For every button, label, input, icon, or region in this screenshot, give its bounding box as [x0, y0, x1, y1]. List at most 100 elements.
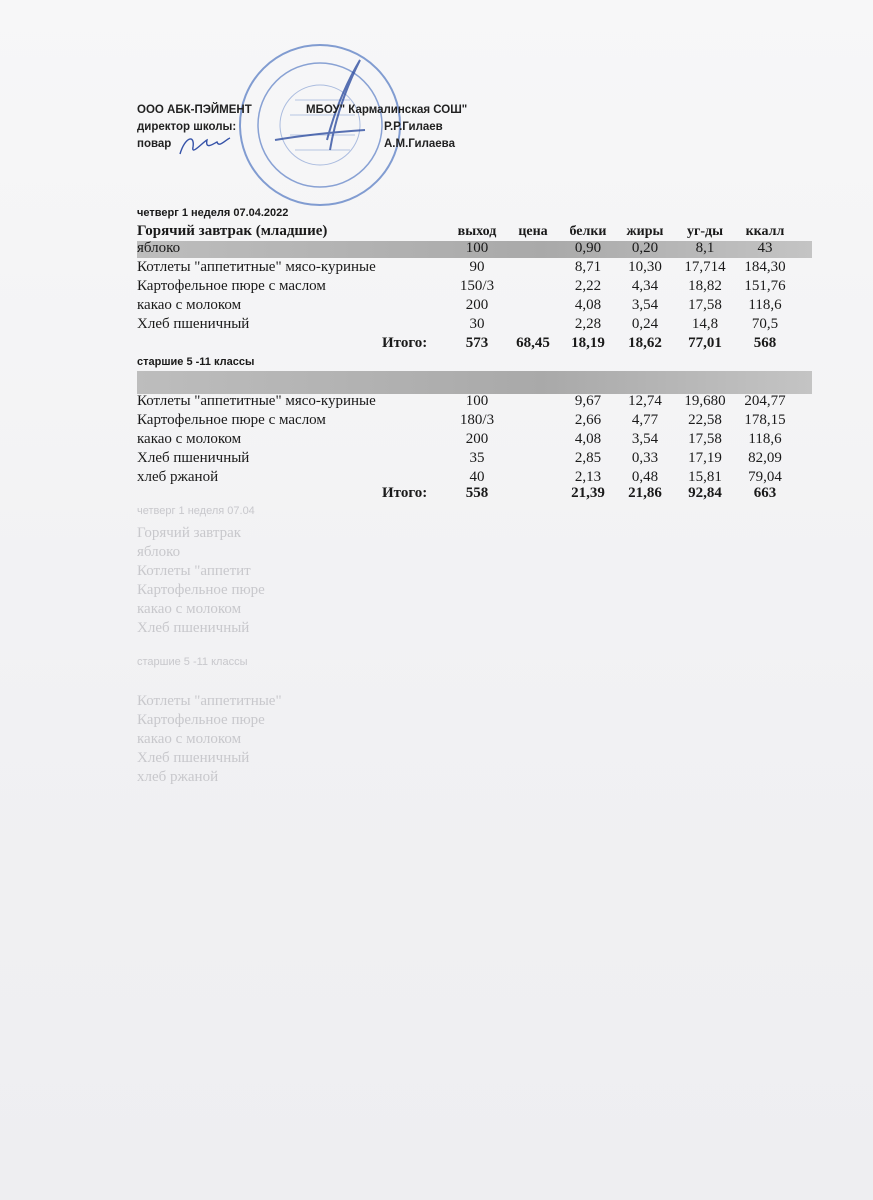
cell-carb: 77,01	[688, 335, 722, 351]
cell-carb: 15,81	[688, 469, 722, 485]
cook-label: повар	[137, 138, 172, 150]
dish-name: Котлеты "аппетитные" мясо-куриные	[137, 259, 376, 275]
faded-offset-text: Котлеты "аппетитные"	[137, 693, 282, 709]
cell-carb: 14,8	[691, 316, 719, 332]
cell-kcal: 663	[753, 485, 777, 501]
dish-name: хлеб ржаной	[137, 469, 219, 485]
cell-kcal: 118,6	[748, 431, 782, 447]
cell-kcal: 151,76	[744, 278, 786, 294]
cell-prot: 4,08	[574, 297, 602, 313]
cell-out: 200	[465, 297, 489, 313]
cell-carb: 17,58	[688, 297, 722, 313]
dish-name: какао с молоком	[137, 297, 242, 313]
faded-offset-text: старшие 5 -11 классы	[137, 656, 248, 668]
cell-kcal: 82,09	[748, 450, 782, 466]
cell-out: 558	[465, 485, 489, 501]
cell-out: 100	[465, 393, 489, 409]
cell-prot: 4,08	[574, 431, 602, 447]
cell-kcal: 70,5	[751, 316, 779, 332]
cell-fat: 12,74	[628, 393, 662, 409]
table-row: какао с молоком 200 4,08 3,54 17,58 118,6	[137, 297, 797, 315]
highlight-band	[137, 241, 812, 258]
cell-fat: 4,77	[631, 412, 659, 428]
cell-carb: 17,714	[684, 259, 726, 275]
cell-out: 30	[469, 316, 485, 332]
col-fat: жиры	[626, 224, 664, 239]
cell-out: 150/3	[459, 278, 495, 294]
cell-kcal: 184,30	[744, 259, 786, 275]
cell-prot: 2,66	[574, 412, 602, 428]
school-stamp-seal	[239, 44, 401, 206]
school-name: МБОУ" Кармалинская СОШ"	[306, 104, 468, 116]
cell-prot: 2,28	[574, 316, 602, 332]
faded-offset-text: какао с молоком	[137, 731, 242, 747]
faded-offset-text: какао с молоком	[137, 601, 242, 617]
total-row: Итого: 573 68,45 18,19 18,62 77,01 568	[137, 335, 797, 353]
director-label: директор школы:	[137, 121, 237, 133]
total-label: Итого:	[382, 485, 428, 501]
dish-name: Картофельное пюре с маслом	[137, 278, 326, 294]
table-row: Картофельное пюре с маслом 150/3 2,22 4,34 1…	[137, 278, 797, 296]
cell-out: 35	[469, 450, 485, 466]
table-row: Хлеб пшеничный 35 2,85 0,33 17,19 82,09	[137, 450, 797, 468]
faded-offset-text: яблоко	[137, 544, 181, 560]
cell-prot: 21,39	[571, 485, 605, 501]
cell-prot: 18,19	[571, 335, 605, 351]
table-row: хлеб ржаной 40 2,13 0,48 15,81 79,04	[137, 469, 797, 487]
cell-prot: 2,85	[574, 450, 602, 466]
faded-offset-text: Картофельное пюре	[137, 712, 265, 728]
col-output: выход	[457, 224, 497, 239]
junior-title: Горячий завтрак (младшие)	[137, 223, 328, 239]
cell-out: 40	[469, 469, 485, 485]
cell-price: 68,45	[516, 335, 550, 351]
cell-fat: 3,54	[631, 297, 659, 313]
col-kcal: ккалл	[745, 224, 785, 239]
faded-offset-text: четверг 1 неделя 07.04	[137, 505, 255, 517]
cell-carb: 92,84	[688, 485, 722, 501]
cell-fat: 3,54	[631, 431, 659, 447]
date-line: четверг 1 неделя 07.04.2022	[137, 207, 289, 219]
faded-offset-text: Горячий завтрак	[137, 525, 242, 541]
cell-kcal: 204,77	[744, 393, 786, 409]
table-row: яблоко 100 0,90 0,20 8,1 43	[137, 240, 797, 258]
cell-prot: 2,13	[574, 469, 602, 485]
cell-fat: 4,34	[631, 278, 659, 294]
table-row: Хлеб пшеничный 30 2,28 0,24 14,8 70,5	[137, 316, 797, 334]
dish-name: Хлеб пшеничный	[137, 316, 250, 332]
cell-out: 90	[469, 259, 485, 275]
cell-out: 573	[465, 335, 489, 351]
faded-offset-text: Картофельное пюре	[137, 582, 265, 598]
dish-name: Картофельное пюре с маслом	[137, 412, 326, 428]
cell-fat: 21,86	[628, 485, 662, 501]
cell-carb: 22,58	[688, 412, 722, 428]
senior-title: старшие 5 -11 классы	[137, 356, 255, 368]
cell-prot: 9,67	[574, 393, 602, 409]
cell-carb: 19,680	[684, 393, 726, 409]
cell-carb: 17,58	[688, 431, 722, 447]
col-price: цена	[518, 224, 548, 239]
dish-name: яблоко	[137, 240, 181, 256]
dish-name: Хлеб пшеничный	[137, 450, 250, 466]
cell-carb: 18,82	[688, 278, 722, 294]
table-row: Картофельное пюре с маслом 180/3 2,66 4,77 2…	[137, 412, 797, 430]
faded-offset-text: хлеб ржаной	[137, 769, 219, 785]
cell-prot: 2,22	[574, 278, 602, 294]
table-row: какао с молоком 200 4,08 3,54 17,58 118,6	[137, 431, 797, 449]
dish-name: Котлеты "аппетитные" мясо-куриные	[137, 393, 376, 409]
cell-fat: 0,48	[631, 469, 659, 485]
cell-prot: 8,71	[574, 259, 602, 275]
cell-fat: 18,62	[628, 335, 662, 351]
cell-kcal: 43	[757, 240, 773, 256]
cook-signature	[179, 137, 231, 155]
cook-name: А.М.Гилаева	[384, 138, 455, 150]
cell-out: 100	[465, 240, 489, 256]
total-row: Итого: 558 21,39 21,86 92,84 663	[137, 485, 797, 503]
cell-out: 180/3	[459, 412, 495, 428]
cell-fat: 0,33	[631, 450, 659, 466]
cell-carb: 17,19	[688, 450, 722, 466]
faded-offset-text: Хлеб пшеничный	[137, 750, 250, 766]
faded-offset-text: Хлеб пшеничный	[137, 620, 250, 636]
total-label: Итого:	[382, 335, 428, 351]
cell-prot: 0,90	[574, 240, 602, 256]
